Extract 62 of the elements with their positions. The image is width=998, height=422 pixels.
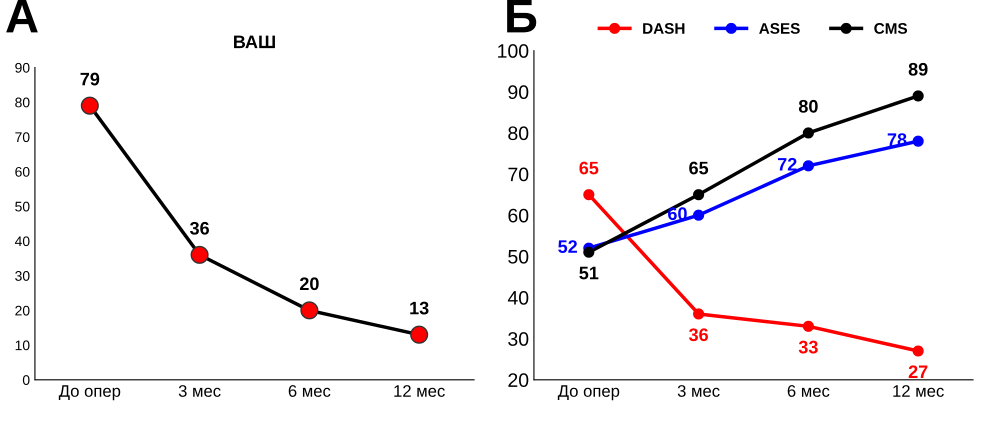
x-tick-label: До опер xyxy=(58,385,120,400)
text: Б xyxy=(507,0,536,32)
data-label: 72 xyxy=(778,158,797,171)
data-label: 65 xyxy=(689,162,708,174)
data-label: 27 xyxy=(908,365,928,378)
y-tick-label: 70 xyxy=(15,132,30,142)
point xyxy=(802,160,814,172)
data-label: 20 xyxy=(300,277,319,290)
point xyxy=(802,127,814,138)
legend-label: CMS xyxy=(874,23,908,34)
data-label: 52 xyxy=(558,240,577,253)
x-tick-label: До опер xyxy=(558,385,620,400)
point xyxy=(693,189,704,200)
legend-label: ASES xyxy=(759,23,800,34)
data-label: 79 xyxy=(80,72,100,86)
x-tick-label: 6 мес xyxy=(788,385,830,397)
y-tick-label: 0 xyxy=(22,375,30,385)
data-label: 80 xyxy=(798,100,818,113)
y-tick-label: 30 xyxy=(508,332,528,346)
data-label: 33 xyxy=(798,340,818,354)
data-label: 36 xyxy=(190,222,209,235)
point xyxy=(802,320,814,332)
y-tick-label: 70 xyxy=(508,168,528,182)
x-tick-label: 12 мес xyxy=(394,385,445,397)
y-tick-label: 40 xyxy=(508,290,528,305)
y-tick-label: 50 xyxy=(15,202,30,212)
chart-title: ВАШ xyxy=(234,36,275,48)
y-tick-label: 40 xyxy=(14,236,30,246)
y-tick-label: 90 xyxy=(508,85,528,100)
point xyxy=(583,189,594,200)
data-label: 89 xyxy=(908,62,928,76)
point xyxy=(912,136,924,147)
y-tick-label: 60 xyxy=(508,208,528,222)
point xyxy=(300,301,318,320)
text: А xyxy=(6,0,38,32)
x-tick-label: 3 мес xyxy=(178,385,221,397)
point xyxy=(410,326,428,344)
y-tick-label: 80 xyxy=(15,98,30,108)
y-tick-label: 20 xyxy=(508,373,528,388)
point xyxy=(693,210,704,221)
x-tick-label: 12 мес xyxy=(893,385,944,397)
y-tick-label: 20 xyxy=(15,306,30,316)
data-label: 51 xyxy=(579,266,598,280)
y-tick-label: 10 xyxy=(16,340,30,350)
y-tick-label: 50 xyxy=(508,250,528,264)
x-tick-label: 6 мес xyxy=(288,385,330,397)
x-tick-label: 3 мес xyxy=(678,385,720,397)
y-tick-label: 60 xyxy=(15,166,30,177)
y-tick-label: 30 xyxy=(15,271,30,281)
y-tick-label: 90 xyxy=(15,62,30,73)
data-label: 36 xyxy=(688,328,708,342)
data-label: 65 xyxy=(579,162,598,174)
point xyxy=(583,246,594,258)
y-tick-label: 100 xyxy=(498,44,528,58)
y-tick-label: 80 xyxy=(508,126,528,140)
data-label: 13 xyxy=(410,302,429,314)
point xyxy=(80,96,99,115)
point xyxy=(190,246,209,264)
point xyxy=(912,345,924,357)
legend-label: DASH xyxy=(643,23,684,34)
point xyxy=(912,90,924,102)
point xyxy=(693,308,704,320)
